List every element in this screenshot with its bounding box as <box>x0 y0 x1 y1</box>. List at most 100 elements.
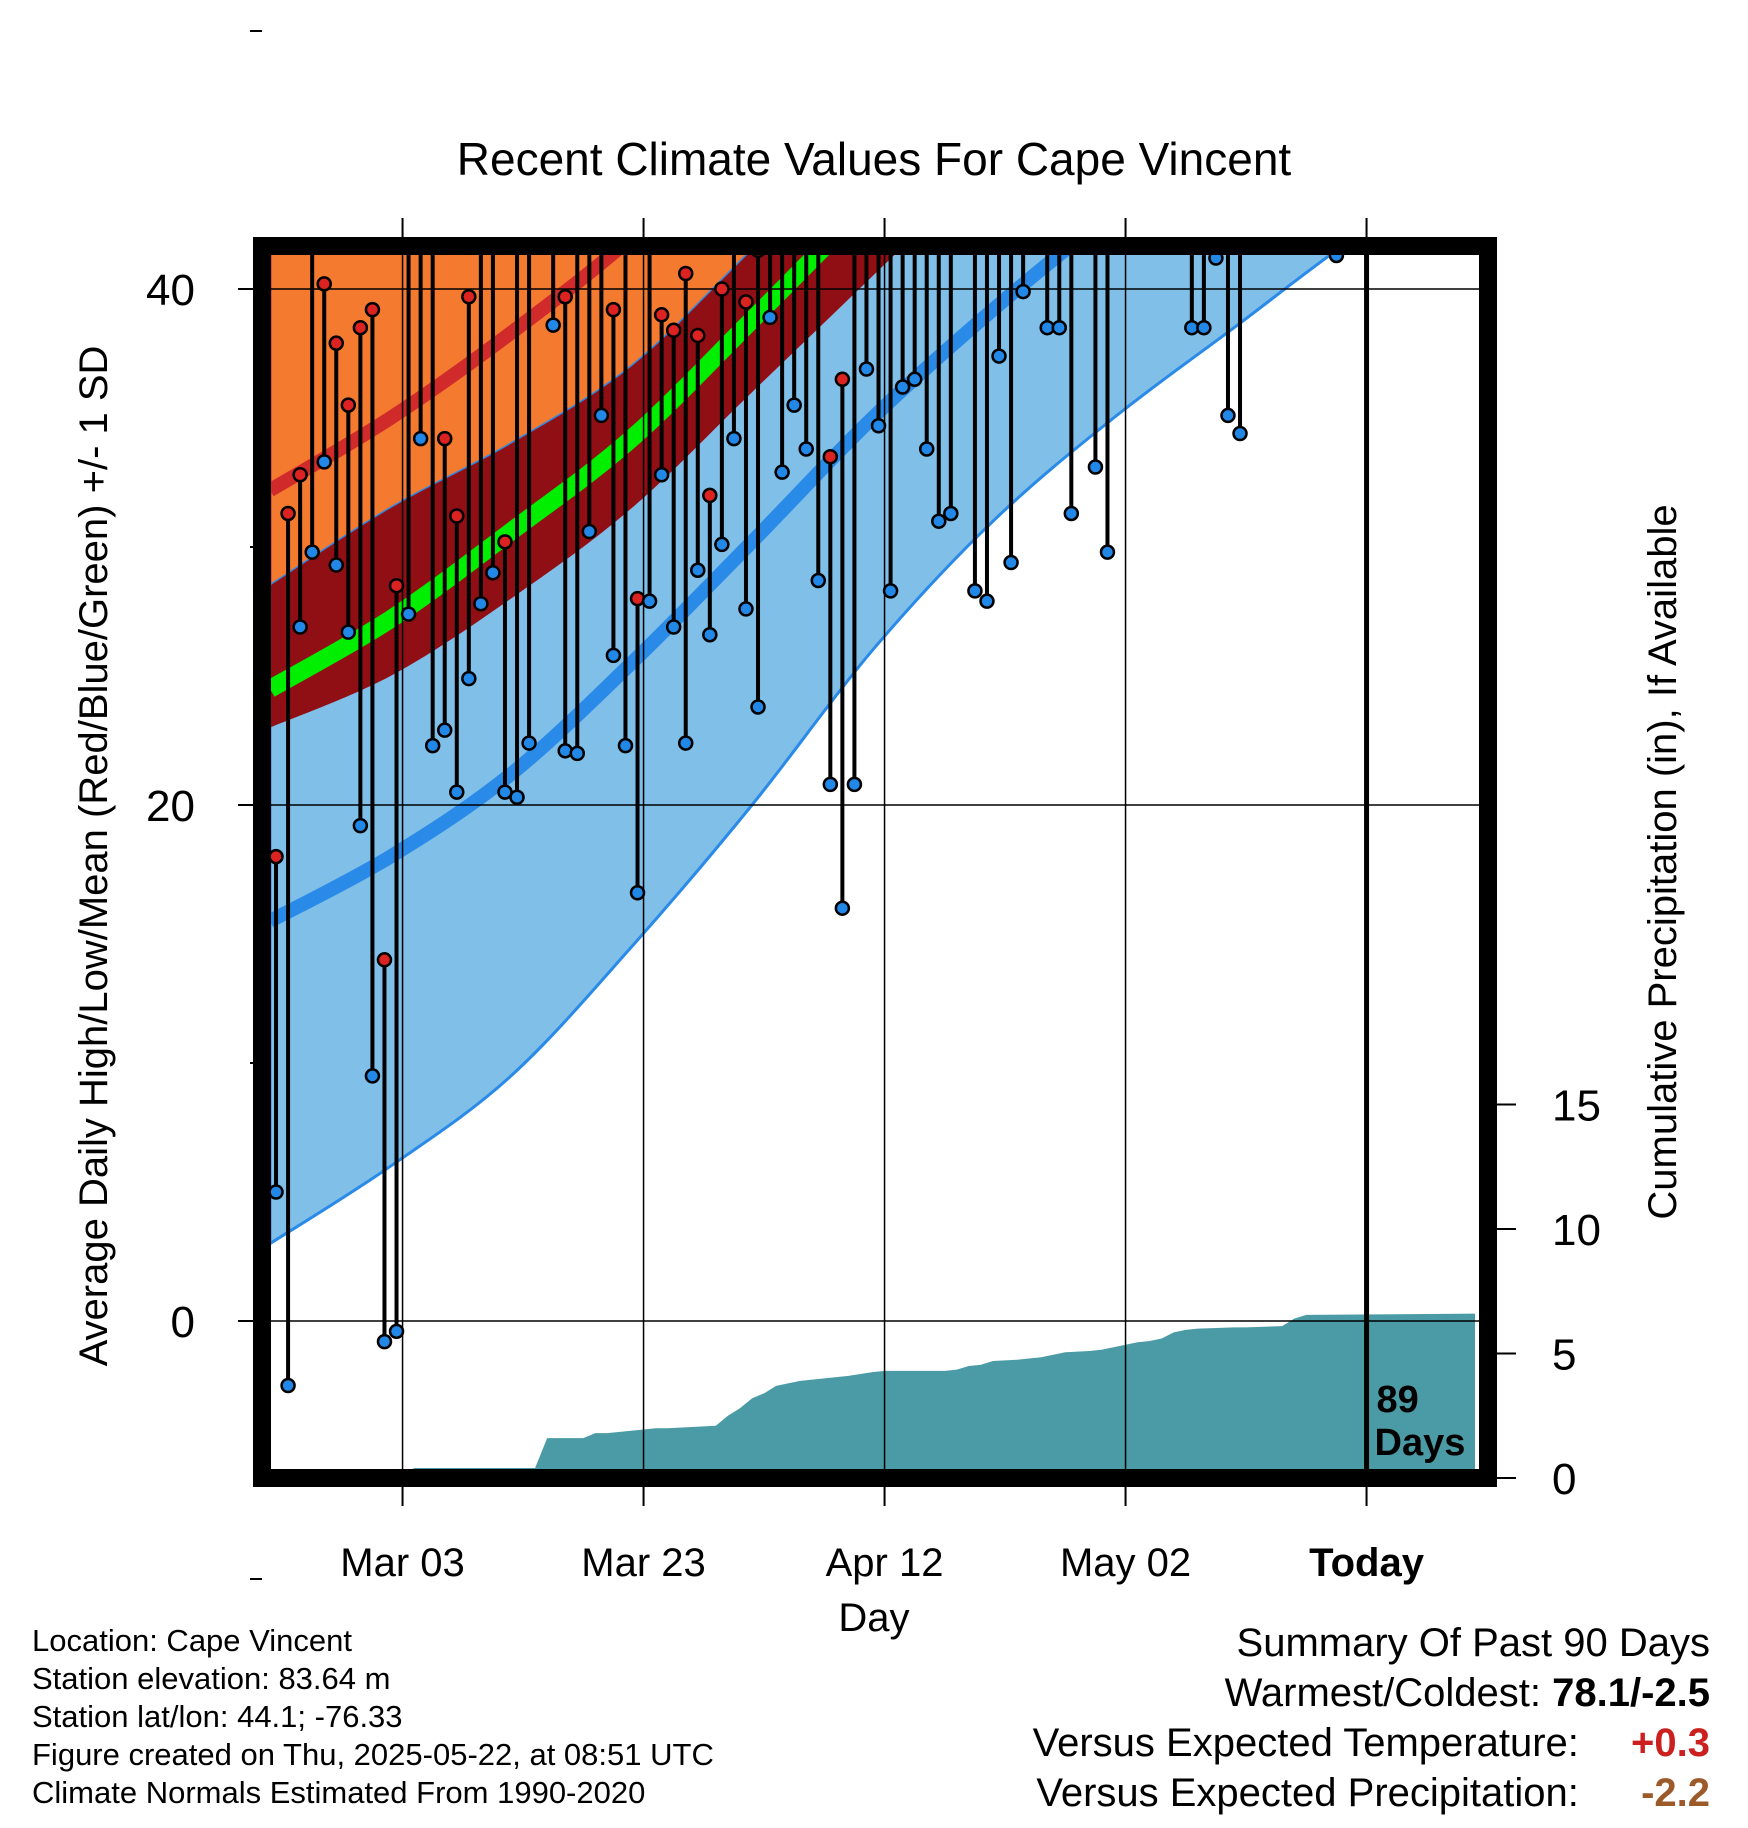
daily-low-point <box>786 397 802 413</box>
daily-low-point <box>918 441 935 457</box>
daily-low-point <box>1196 319 1212 336</box>
daily-low-point <box>943 505 959 522</box>
daily-low-point <box>364 1068 381 1084</box>
daily-low-point <box>1029 208 1042 221</box>
y-right-tick-label: 0 <box>1552 1455 1576 1504</box>
daily-high-point <box>292 467 308 483</box>
daily-low-point <box>894 379 911 395</box>
daily-low-point <box>1342 120 1355 133</box>
daily-low-point <box>1063 505 1080 522</box>
daily-low-point <box>569 745 586 762</box>
daily-low-point <box>967 583 983 599</box>
chart-title: Recent Climate Values For Cape Vincent <box>457 133 1292 185</box>
daily-low-point <box>280 1377 296 1394</box>
daily-low-point <box>834 900 851 916</box>
daily-high-point <box>306 203 319 216</box>
daily-low-point <box>1161 48 1174 61</box>
daily-low-point <box>1137 86 1150 99</box>
precip-value: -2.2 <box>1641 1771 1710 1815</box>
daily-high-point <box>1197 0 1210 12</box>
daily-low-point <box>605 647 622 664</box>
summary-panel: Summary Of Past 90 Days Warmest/Coldest:… <box>1033 1618 1710 1818</box>
daily-low-point <box>436 722 453 738</box>
daily-high-point <box>993 0 1006 12</box>
daily-low-point <box>535 115 548 128</box>
daily-high-point <box>629 590 646 607</box>
y-right-tick-label: 5 <box>1552 1331 1576 1380</box>
days-unit-label: Days <box>1375 1422 1466 1464</box>
daily-low-point <box>376 1333 393 1350</box>
daily-high-point <box>414 0 427 7</box>
daily-low-point <box>473 596 489 612</box>
daily-low-point <box>956 208 969 221</box>
daily-low-point <box>1232 425 1248 442</box>
daily-low-point <box>316 454 332 470</box>
y-right-tick-label: 10 <box>1552 1206 1601 1255</box>
y-tick-label: 20 <box>146 782 195 831</box>
daily-high-point <box>486 0 499 12</box>
daily-high-point <box>738 294 754 310</box>
station-location: Location: Cape Vincent <box>32 1623 352 1658</box>
daily-high-point <box>834 371 851 388</box>
x-tick-label: Apr 12 <box>826 1541 944 1585</box>
daily-low-point <box>858 361 875 377</box>
daily-high-point <box>436 430 453 447</box>
daily-low-point <box>714 536 730 553</box>
daily-high-point <box>316 276 332 292</box>
summary-warm-cold: Warmest/Coldest: 78.1/-2.5 <box>1033 1668 1710 1718</box>
daily-low-point <box>653 467 670 483</box>
daily-low-point <box>617 737 634 754</box>
daily-low-point <box>762 309 778 326</box>
daily-high-point <box>461 288 477 305</box>
daily-low-point <box>1003 554 1019 571</box>
daily-low-point <box>1318 200 1331 213</box>
daily-high-point <box>557 288 573 305</box>
daily-high-point <box>328 335 345 351</box>
station-info: Location: Cape Vincent Station elevation… <box>32 1622 714 1812</box>
daily-low-point <box>1246 99 1259 112</box>
daily-low-point <box>400 606 417 622</box>
daily-low-point <box>822 776 839 793</box>
y-tick-label: 40 <box>146 266 195 315</box>
daily-low-point <box>750 699 766 715</box>
daily-low-point <box>1099 544 1116 560</box>
daily-high-point <box>280 505 296 522</box>
daily-low-point <box>292 619 308 635</box>
daily-high-point <box>352 319 369 336</box>
daily-low-point <box>1015 283 1031 300</box>
daily-high-point <box>677 265 694 282</box>
daily-low-point <box>593 407 610 424</box>
daily-low-point <box>461 670 477 687</box>
daily-low-point <box>690 562 706 578</box>
daily-high-point <box>497 534 513 550</box>
daily-high-point <box>268 848 284 865</box>
daily-low-point <box>328 557 345 573</box>
x-axis-label: Day <box>838 1596 909 1640</box>
daily-low-point <box>991 348 1007 364</box>
daily-low-point <box>412 430 429 447</box>
daily-high-point <box>1089 117 1102 130</box>
precip-area <box>270 1313 1475 1478</box>
daily-low-point <box>882 583 899 599</box>
warm-cold-value: 78.1/-2.5 <box>1552 1671 1710 1715</box>
daily-low-point <box>726 430 742 447</box>
days-count-label: 89 <box>1377 1379 1419 1421</box>
daily-low-point <box>774 464 790 480</box>
daily-low-point <box>340 624 357 640</box>
daily-low-point <box>581 523 598 540</box>
daily-high-point <box>1185 27 1198 40</box>
x-tick-label: Mar 23 <box>581 1541 706 1585</box>
daily-low-point <box>738 601 754 617</box>
daily-low-point <box>870 417 887 434</box>
daily-low-point <box>424 737 441 754</box>
high-normal-line <box>266 246 633 497</box>
daily-low-point <box>521 735 537 751</box>
daily-low-point <box>268 1184 284 1200</box>
plot-frame <box>253 237 1497 1487</box>
daily-high-point <box>449 508 465 524</box>
y-tick-label: 0 <box>171 1298 195 1347</box>
daily-low-point <box>677 735 694 751</box>
